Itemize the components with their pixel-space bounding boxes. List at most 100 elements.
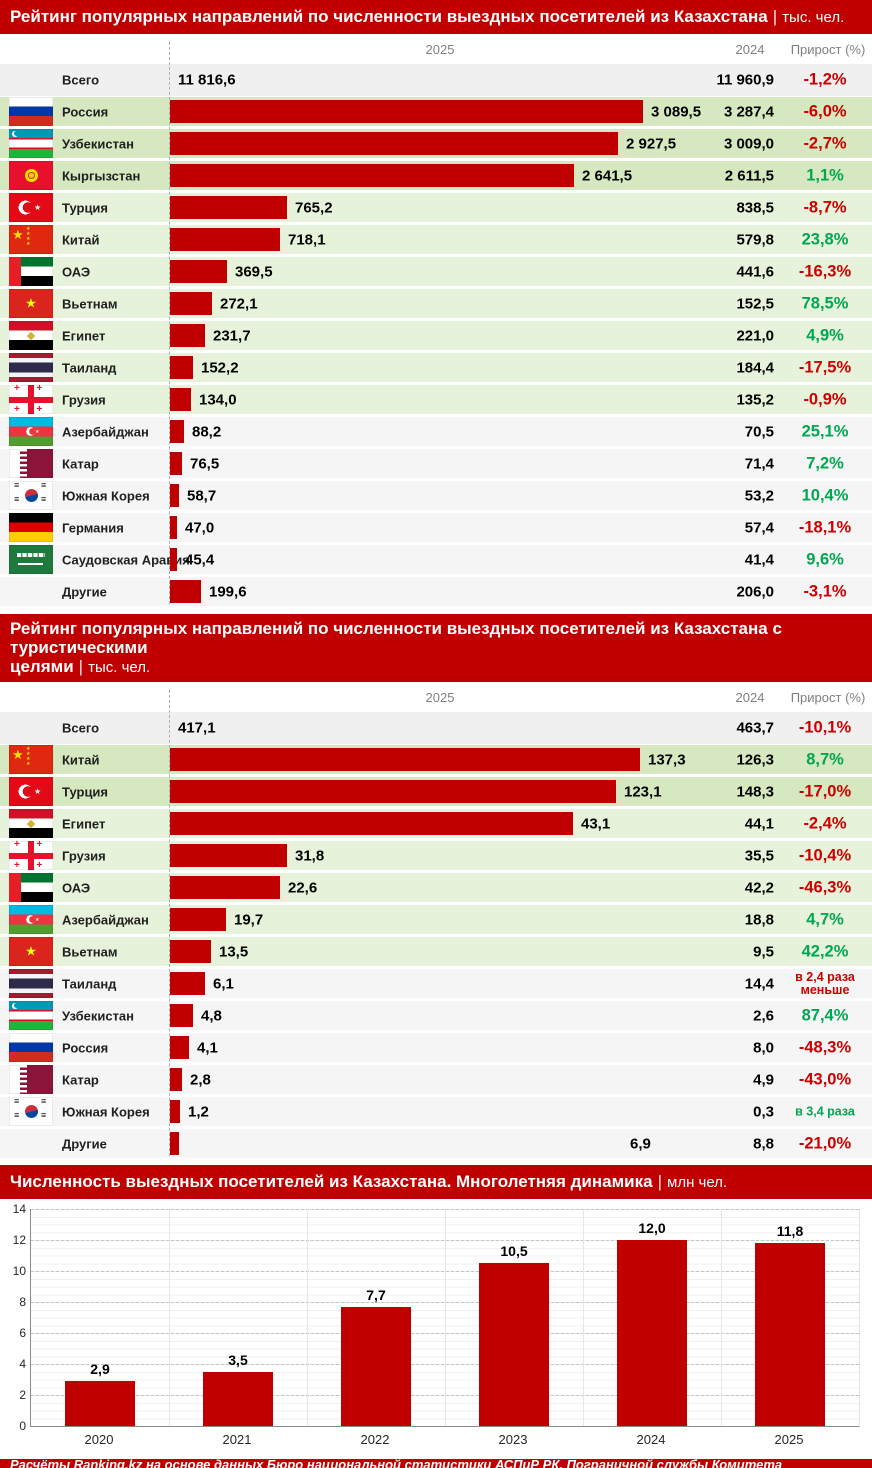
value-2024: 8,0 (753, 1039, 774, 1056)
th-flag-icon (9, 353, 53, 382)
ru-flag-icon (9, 97, 53, 126)
country-row: Узбекистан 4,8 2,6 87,4% (0, 1001, 872, 1030)
uz-flag-icon (9, 1001, 53, 1030)
country-label: Азербайджан (62, 912, 149, 927)
growth-value: в 2,4 раза меньше (795, 969, 855, 997)
value-bar-2025 (170, 292, 212, 315)
country-row: Китай 137,3 126,3 8,7% (0, 745, 872, 774)
value-2024: 579,8 (736, 231, 774, 248)
country-label: Турция (62, 200, 109, 215)
growth-value: 23,8% (801, 230, 849, 248)
country-label: Саудовская Аравия (62, 552, 190, 567)
value-bar-2025 (170, 748, 640, 771)
value-bar-2025 (170, 228, 280, 251)
country-label: Узбекистан (62, 136, 135, 151)
value-2025: 19,7 (234, 911, 264, 928)
column-headers: 2025 2024 Прирост (%) (0, 682, 872, 712)
value-2024: 838,5 (736, 199, 774, 216)
th-flag-icon (9, 969, 53, 998)
y-axis-tick-label: 12 (12, 1233, 26, 1247)
value-bar-2025 (170, 1068, 182, 1091)
growth-value: -2,4% (803, 814, 847, 832)
country-row: Катар 2,8 4,9 -43,0% (0, 1065, 872, 1094)
country-label: Вьетнам (62, 944, 118, 959)
value-2024: 9,5 (753, 943, 774, 960)
title-separator: | (78, 657, 84, 676)
ae-flag-icon (9, 257, 53, 286)
section3-title-bar: Численность выездных посетителей из Каза… (0, 1165, 872, 1199)
country-label: Германия (62, 520, 124, 535)
country-label: ОАЭ (62, 880, 91, 895)
country-row: Южная Корея 58,7 53,2 10,4% (0, 480, 872, 510)
country-label: Грузия (62, 848, 106, 863)
value-2024: 71,4 (744, 455, 774, 472)
growth-value: в 3,4 раза (795, 1104, 855, 1118)
source-bar: Расчёты Ranking.kz на основе данных Бюро… (0, 1456, 872, 1468)
growth-value: -17,5% (798, 358, 852, 376)
category-gridline (721, 1209, 722, 1426)
total-value-2024: 11 960,9 (716, 71, 774, 89)
country-label: Другие (62, 584, 107, 599)
growth-value: -16,3% (798, 262, 852, 280)
value-2024: 126,3 (736, 751, 774, 768)
title-separator: | (657, 1172, 662, 1191)
y-axis-tick-label: 2 (19, 1388, 26, 1402)
value-2024: 4,9 (753, 1071, 774, 1088)
growth-value: 7,2% (806, 454, 844, 472)
country-rows: Китай 137,3 126,3 8,7% Турция 123,1 148,… (0, 745, 872, 1158)
growth-value: 4,9% (806, 326, 844, 344)
country-row: Вьетнам 13,5 9,5 42,2% (0, 937, 872, 966)
col-header-growth: Прирост (%) (790, 42, 866, 57)
country-label: Египет (62, 328, 106, 343)
bar-value-label: 11,8 (776, 1223, 804, 1240)
value-2025: 2,8 (190, 1071, 211, 1088)
growth-value: -2,7% (803, 134, 847, 152)
country-label: Азербайджан (62, 424, 149, 439)
bar-value-label: 3,5 (228, 1351, 248, 1368)
value-bar-2025 (170, 132, 618, 155)
country-label: Египет (62, 816, 106, 831)
value-2025: 13,5 (219, 943, 249, 960)
eg-flag-icon (9, 321, 53, 350)
total-label: Всего (62, 720, 100, 736)
value-bar-2025 (170, 420, 184, 443)
country-row: Кыргызстан 2 641,5 2 611,5 1,1% (0, 161, 872, 190)
country-label: Катар (62, 1072, 99, 1087)
total-growth-value: -10,1% (798, 718, 852, 737)
total-label: Всего (62, 72, 100, 88)
country-row: Катар 76,5 71,4 7,2% (0, 449, 872, 478)
country-row: Таиланд 152,2 184,4 -17,5% (0, 353, 872, 382)
eg-flag-icon (9, 809, 53, 838)
y-axis-tick-label: 8 (19, 1295, 26, 1309)
country-label: Таиланд (62, 976, 117, 991)
country-label: Другие (62, 1136, 107, 1151)
country-row: Таиланд 6,1 14,4 в 2,4 раза меньше (0, 969, 872, 998)
value-2025: 134,0 (199, 391, 237, 408)
growth-value: -43,0% (798, 1070, 852, 1088)
growth-value: 8,7% (806, 750, 844, 768)
source-text: Расчёты Ranking.kz на основе данных Бюро… (10, 1456, 783, 1468)
country-label: Вьетнам (62, 296, 118, 311)
kr-flag-icon (9, 1096, 53, 1126)
bar-axis-dashed-line (169, 42, 170, 604)
year-bar-2022 (341, 1306, 411, 1426)
value-2025: 31,8 (295, 847, 325, 864)
country-row: Германия 47,0 57,4 -18,1% (0, 513, 872, 542)
vn-flag-icon (9, 289, 53, 318)
value-bar-2025 (170, 164, 574, 187)
value-2024: 206,0 (736, 583, 774, 600)
value-bar-2025 (170, 780, 616, 803)
value-2024: 0,3 (753, 1103, 774, 1120)
country-row: Вьетнам 272,1 152,5 78,5% (0, 289, 872, 318)
growth-value: -48,3% (798, 1038, 852, 1056)
section1-unit: тыс. чел. (782, 9, 845, 26)
x-axis-label: 2022 (360, 1432, 390, 1447)
value-2025: 1,2 (188, 1103, 209, 1120)
x-axis-label: 2024 (636, 1432, 666, 1447)
y-axis-tick-label: 4 (19, 1357, 26, 1371)
value-2024: 441,6 (736, 263, 774, 280)
value-bar-2025 (170, 844, 287, 867)
section2-title-bar: Рейтинг популярных направлений по числен… (0, 614, 872, 682)
ge-flag-icon (9, 839, 53, 871)
country-label: Таиланд (62, 360, 117, 375)
